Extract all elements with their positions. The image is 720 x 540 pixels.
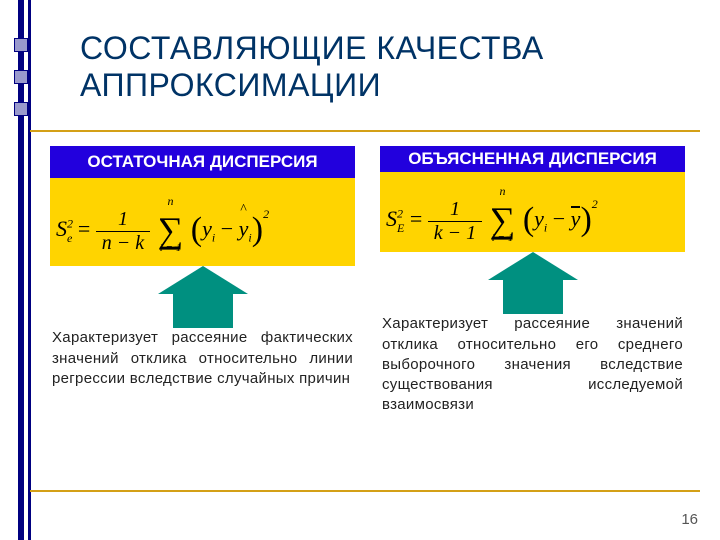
right-formula: S2E = 1k − 1 n ∑ i = 1 (yi − y)2 [380,172,685,252]
right-description: Характеризует рассеяние значений отклика… [380,312,685,417]
page-number: 16 [681,511,698,528]
right-column: ОБЪЯСНЕННАЯ ДИСПЕРСИЯ S2E = 1k − 1 n ∑ i… [380,146,685,418]
right-arrow [380,252,685,312]
left-header: ОСТАТОЧНАЯ ДИСПЕРСИЯ [50,146,355,178]
left-column: ОСТАТОЧНАЯ ДИСПЕРСИЯ S2e = 1n − k n ∑ i … [50,146,355,391]
right-header: ОБЪЯСНЕННАЯ ДИСПЕРСИЯ [380,146,685,172]
left-arrow [50,266,355,326]
left-rail [0,0,30,540]
left-description: Характеризует рассеяние фактических знач… [50,326,355,391]
title-line-1: СОСТАВЛЯЮЩИЕ КАЧЕСТВА [80,30,544,66]
divider-bottom [30,490,700,492]
slide-title: СОСТАВЛЯЮЩИЕ КАЧЕСТВА АППРОКСИМАЦИИ [80,30,544,104]
left-formula: S2e = 1n − k n ∑ i = 1 (yi − yi)2 [50,178,355,266]
divider-top [30,130,700,132]
title-line-2: АППРОКСИМАЦИИ [80,67,381,103]
